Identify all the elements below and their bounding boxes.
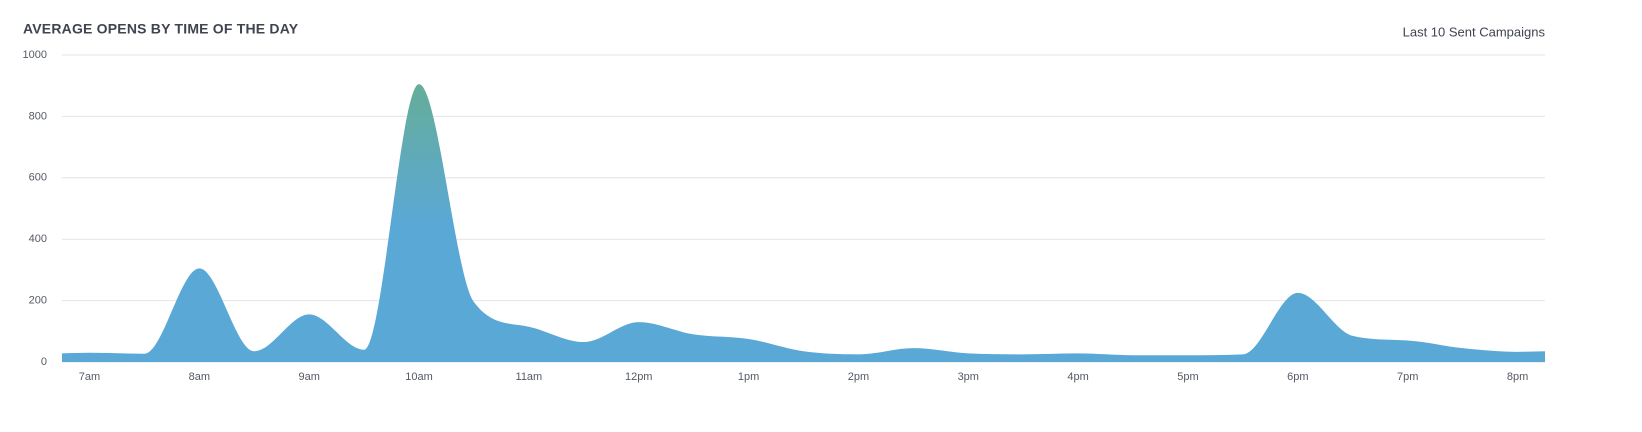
x-tick-label: 5pm <box>1177 371 1198 383</box>
x-tick-label: 8pm <box>1507 371 1528 383</box>
x-tick-label: 1pm <box>738 371 759 383</box>
y-tick-label: 1000 <box>23 49 47 61</box>
x-tick-label: 11am <box>516 371 543 383</box>
x-tick-label: 6pm <box>1287 371 1308 383</box>
y-tick-label: 600 <box>29 172 47 184</box>
x-tick-label: 3pm <box>958 371 979 383</box>
x-tick-label: 9am <box>298 371 319 383</box>
x-tick-label: 4pm <box>1067 371 1088 383</box>
x-tick-label: 7am <box>79 371 100 383</box>
chart-subtitle: Last 10 Sent Campaigns <box>1403 24 1546 39</box>
y-tick-label: 200 <box>29 295 47 307</box>
y-tick-label: 400 <box>29 233 47 245</box>
chart-title: AVERAGE OPENS BY TIME OF THE DAY <box>23 21 299 37</box>
x-tick-label: 8am <box>189 371 210 383</box>
y-tick-label: 0 <box>41 356 47 368</box>
x-tick-label: 12pm <box>625 371 653 383</box>
x-tick-label: 2pm <box>848 371 869 383</box>
area <box>62 84 1545 362</box>
y-tick-label: 800 <box>29 110 47 122</box>
x-tick-label: 7pm <box>1397 371 1418 383</box>
x-tick-label: 10am <box>405 371 433 383</box>
